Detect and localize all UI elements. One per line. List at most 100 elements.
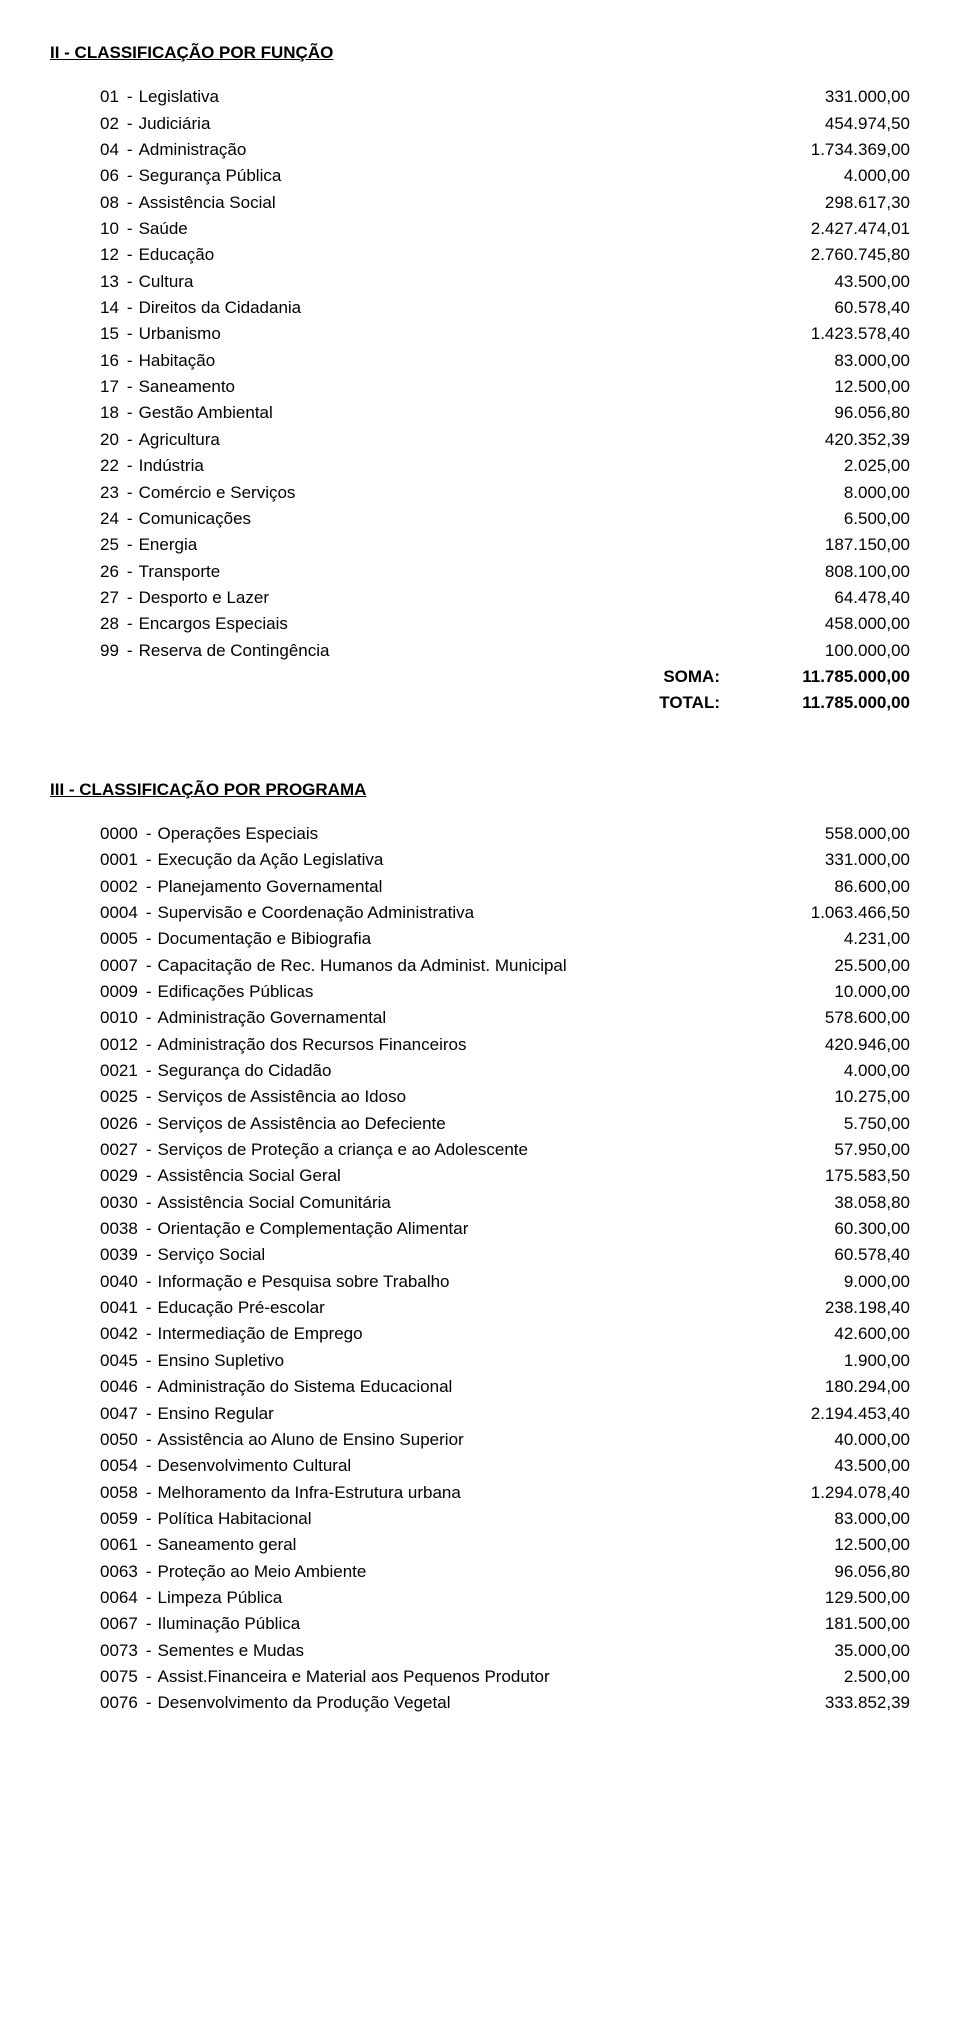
section-3-rows: 0000-Operações Especiais558.000,000001-E… xyxy=(50,821,910,1717)
table-row: 0073-Sementes e Mudas35.000,00 xyxy=(100,1638,910,1664)
section-3: III - CLASSIFICAÇÃO POR PROGRAMA 0000-Op… xyxy=(50,777,910,1717)
row-code: 04 xyxy=(100,137,119,163)
row-dash: - xyxy=(138,1032,158,1058)
row-code: 0005 xyxy=(100,926,138,952)
row-label: Assistência Social Geral xyxy=(158,1163,761,1189)
row-label: Serviço Social xyxy=(158,1242,761,1268)
row-code: 0067 xyxy=(100,1611,138,1637)
row-dash: - xyxy=(119,480,139,506)
row-label: Proteção ao Meio Ambiente xyxy=(158,1559,761,1585)
row-dash: - xyxy=(119,84,139,110)
row-label: Administração dos Recursos Financeiros xyxy=(158,1032,761,1058)
row-code: 0039 xyxy=(100,1242,138,1268)
table-row: 0027-Serviços de Proteção a criança e ao… xyxy=(100,1137,910,1163)
row-value: 25.500,00 xyxy=(760,953,910,979)
row-label: Iluminação Pública xyxy=(158,1611,761,1637)
row-label: Ensino Supletivo xyxy=(158,1348,761,1374)
row-value: 1.734.369,00 xyxy=(760,137,910,163)
table-row: 25-Energia187.150,00 xyxy=(100,532,910,558)
table-row: 23-Comércio e Serviços8.000,00 xyxy=(100,480,910,506)
row-code: 0045 xyxy=(100,1348,138,1374)
row-dash: - xyxy=(138,821,158,847)
row-value: 96.056,80 xyxy=(760,1559,910,1585)
row-value: 333.852,39 xyxy=(760,1690,910,1716)
row-dash: - xyxy=(119,348,139,374)
table-row: 0038-Orientação e Complementação Aliment… xyxy=(100,1216,910,1242)
table-row: 0004-Supervisão e Coordenação Administra… xyxy=(100,900,910,926)
row-dash: - xyxy=(138,1137,158,1163)
row-label: Operações Especiais xyxy=(158,821,761,847)
row-label: Direitos da Cidadania xyxy=(139,295,760,321)
row-value: 4.231,00 xyxy=(760,926,910,952)
row-dash: - xyxy=(138,1190,158,1216)
row-dash: - xyxy=(138,1374,158,1400)
row-dash: - xyxy=(138,979,158,1005)
row-value: 331.000,00 xyxy=(760,847,910,873)
row-code: 18 xyxy=(100,400,119,426)
row-dash: - xyxy=(138,1453,158,1479)
row-label: Edificações Públicas xyxy=(158,979,761,1005)
row-value: 35.000,00 xyxy=(760,1638,910,1664)
row-dash: - xyxy=(138,1242,158,1268)
row-value: 12.500,00 xyxy=(760,1532,910,1558)
row-label: Assistência ao Aluno de Ensino Superior xyxy=(158,1427,761,1453)
table-row: 0046-Administração do Sistema Educaciona… xyxy=(100,1374,910,1400)
row-label: Saúde xyxy=(139,216,760,242)
row-dash: - xyxy=(138,1506,158,1532)
row-code: 99 xyxy=(100,638,119,664)
row-value: 43.500,00 xyxy=(760,269,910,295)
row-label: Orientação e Complementação Alimentar xyxy=(158,1216,761,1242)
row-dash: - xyxy=(138,1058,158,1084)
total-row: TOTAL: 11.785.000,00 xyxy=(100,690,910,716)
row-dash: - xyxy=(138,1559,158,1585)
row-label: Serviços de Assistência ao Defeciente xyxy=(158,1111,761,1137)
row-label: Ensino Regular xyxy=(158,1401,761,1427)
row-label: Comércio e Serviços xyxy=(139,480,760,506)
row-code: 0046 xyxy=(100,1374,138,1400)
row-code: 0030 xyxy=(100,1190,138,1216)
row-label: Planejamento Governamental xyxy=(158,874,761,900)
row-dash: - xyxy=(138,1163,158,1189)
table-row: 0001-Execução da Ação Legislativa331.000… xyxy=(100,847,910,873)
row-code: 26 xyxy=(100,559,119,585)
row-dash: - xyxy=(119,321,139,347)
row-dash: - xyxy=(138,1585,158,1611)
table-row: 0047-Ensino Regular2.194.453,40 xyxy=(100,1401,910,1427)
row-label: Comunicações xyxy=(139,506,760,532)
table-row: 0054-Desenvolvimento Cultural43.500,00 xyxy=(100,1453,910,1479)
row-label: Habitação xyxy=(139,348,760,374)
row-code: 08 xyxy=(100,190,119,216)
row-value: 10.000,00 xyxy=(760,979,910,1005)
row-code: 0076 xyxy=(100,1690,138,1716)
row-dash: - xyxy=(119,532,139,558)
table-row: 0007-Capacitação de Rec. Humanos da Admi… xyxy=(100,953,910,979)
table-row: 0021-Segurança do Cidadão4.000,00 xyxy=(100,1058,910,1084)
row-value: 1.900,00 xyxy=(760,1348,910,1374)
row-dash: - xyxy=(138,1084,158,1110)
table-row: 10-Saúde2.427.474,01 xyxy=(100,216,910,242)
row-value: 83.000,00 xyxy=(760,348,910,374)
row-dash: - xyxy=(119,242,139,268)
row-dash: - xyxy=(138,1005,158,1031)
row-code: 16 xyxy=(100,348,119,374)
table-row: 0000-Operações Especiais558.000,00 xyxy=(100,821,910,847)
row-value: 57.950,00 xyxy=(760,1137,910,1163)
row-code: 14 xyxy=(100,295,119,321)
row-label: Gestão Ambiental xyxy=(139,400,760,426)
row-code: 0042 xyxy=(100,1321,138,1347)
row-value: 60.578,40 xyxy=(760,1242,910,1268)
row-code: 0073 xyxy=(100,1638,138,1664)
table-row: 24-Comunicações6.500,00 xyxy=(100,506,910,532)
row-label: Legislativa xyxy=(139,84,760,110)
table-row: 0030-Assistência Social Comunitária38.05… xyxy=(100,1190,910,1216)
table-row: 0012-Administração dos Recursos Financei… xyxy=(100,1032,910,1058)
row-label: Urbanismo xyxy=(139,321,760,347)
row-value: 2.760.745,80 xyxy=(760,242,910,268)
row-dash: - xyxy=(119,190,139,216)
table-row: 0067-Iluminação Pública181.500,00 xyxy=(100,1611,910,1637)
row-value: 6.500,00 xyxy=(760,506,910,532)
row-code: 0027 xyxy=(100,1137,138,1163)
table-row: 02-Judiciária454.974,50 xyxy=(100,111,910,137)
row-dash: - xyxy=(119,638,139,664)
row-value: 558.000,00 xyxy=(760,821,910,847)
